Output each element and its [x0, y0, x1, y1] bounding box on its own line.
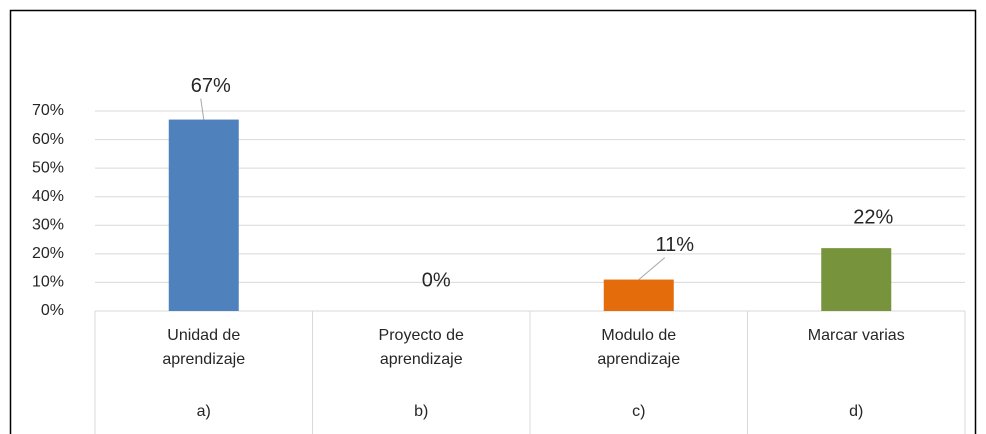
chart-frame [9, 9, 977, 434]
y-tick-label: 10% [32, 274, 64, 291]
x-tick-label: Marcar varias [808, 327, 905, 344]
bar [821, 248, 892, 311]
x-tick-label: Unidad de aprendizaje [162, 327, 245, 368]
y-tick-label: 50% [32, 159, 64, 176]
bar [168, 119, 239, 311]
y-tick-label: 70% [32, 102, 64, 119]
data-label: 67% [191, 75, 231, 97]
y-tick-label: 60% [32, 131, 64, 148]
data-label: 11% [655, 234, 694, 256]
leader-line [638, 257, 666, 280]
x-sublabel: d) [849, 403, 863, 420]
y-tick-label: 20% [32, 245, 64, 262]
x-tick-label: Modulo de aprendizaje [597, 327, 680, 368]
x-sublabel: b) [414, 403, 428, 420]
y-tick-label: 40% [32, 188, 64, 205]
leader-line [200, 98, 205, 120]
data-label: 0% [422, 269, 451, 291]
x-sublabel: c) [632, 403, 645, 420]
x-tick-label: Proyecto de aprendizaje [379, 327, 464, 368]
bar [603, 279, 674, 311]
x-sublabel: a) [197, 403, 211, 420]
data-label: 22% [853, 206, 893, 228]
y-tick-label: 0% [41, 302, 64, 319]
y-tick-label: 30% [32, 217, 64, 234]
